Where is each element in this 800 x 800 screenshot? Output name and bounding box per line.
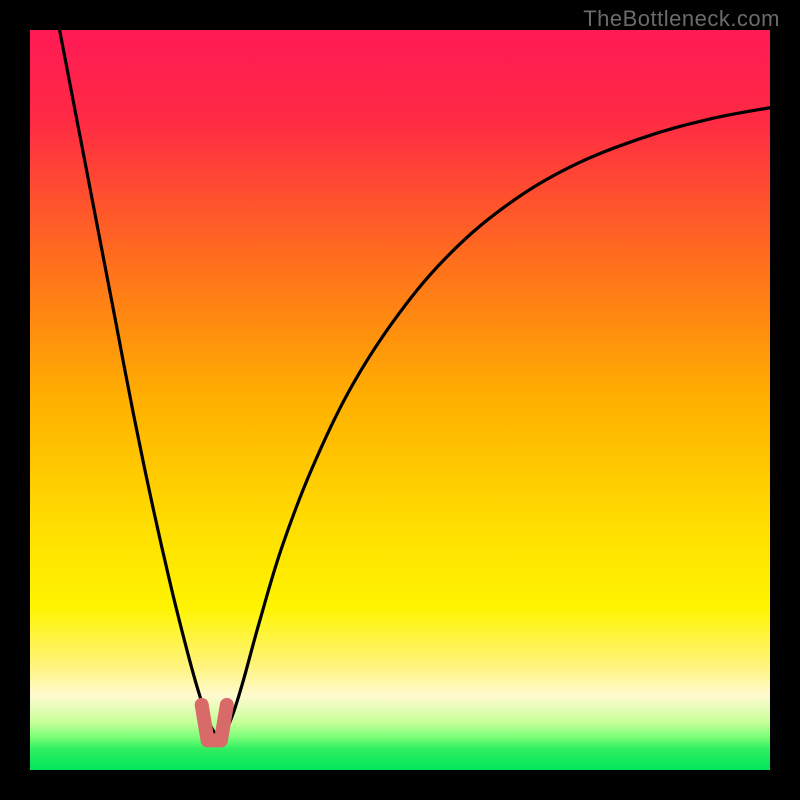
chart-frame: TheBottleneck.com [0, 0, 800, 800]
gradient-background [30, 30, 770, 770]
plot-border-right [770, 0, 800, 800]
plot-border-bottom [0, 770, 800, 800]
plot-border-left [0, 0, 30, 800]
bottleneck-chart [30, 30, 770, 770]
watermark-text: TheBottleneck.com [583, 6, 780, 32]
